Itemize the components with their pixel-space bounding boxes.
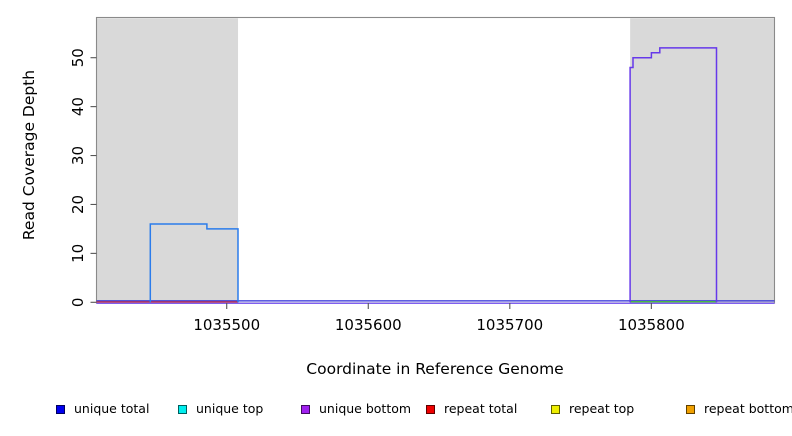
y-axis-tick-label: 50 (69, 48, 87, 67)
legend-label: repeat top (569, 401, 635, 416)
y-axis-tick-label: 30 (69, 146, 87, 165)
legend-item-unique-total: unique total (56, 401, 149, 417)
legend-item-unique-bottom: unique bottom (301, 401, 411, 417)
legend-item-repeat-top: repeat top (551, 401, 634, 417)
y-axis-tick-label: 40 (69, 97, 87, 116)
repeat-total-swatch-icon (426, 404, 435, 414)
legend-item-repeat-bottom: repeat bottom (686, 401, 792, 417)
legend-label: repeat bottom (704, 401, 792, 416)
y-axis-title: Read Coverage Depth (20, 69, 38, 241)
y-axis-tick-label: 0 (69, 298, 87, 308)
legend-label: repeat total (444, 401, 518, 416)
x-axis-tick-label: 1035800 (618, 316, 685, 334)
unique-top-swatch-icon (178, 404, 187, 414)
unique-coverage-right-block-step-line (629, 47, 718, 303)
y-axis-tick-label: 10 (69, 244, 87, 263)
legend-item-repeat-total: repeat total (426, 401, 517, 417)
repeat-region-shade (630, 18, 774, 303)
x-axis-tick-label: 1035500 (193, 316, 260, 334)
legend-item-unique-top: unique top (178, 401, 263, 417)
unique-coverage-left-block-step-line (149, 223, 239, 303)
repeat-region-shade (97, 18, 239, 303)
x-axis-tick-label: 1035600 (335, 316, 402, 334)
unique-bottom-swatch-icon (301, 404, 310, 414)
x-axis-title: Coordinate in Reference Genome (306, 360, 564, 378)
repeat-top-swatch-icon (551, 404, 560, 414)
legend-label: unique top (196, 401, 264, 416)
x-axis-tick-label: 1035700 (476, 316, 543, 334)
y-axis-tick-label: 20 (69, 195, 87, 214)
unique-total-swatch-icon (56, 404, 65, 414)
legend-label: unique total (74, 401, 150, 416)
legend-label: unique bottom (319, 401, 412, 416)
repeat-bottom-swatch-icon (686, 404, 695, 414)
